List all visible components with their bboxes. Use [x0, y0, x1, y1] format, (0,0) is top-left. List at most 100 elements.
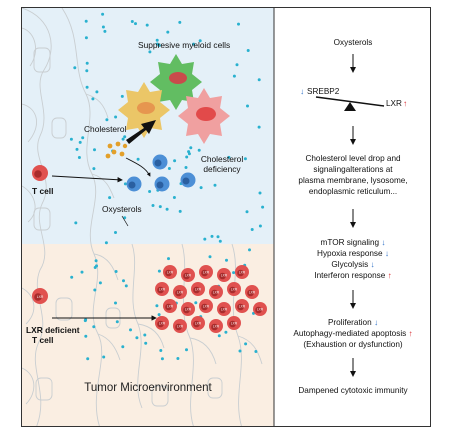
oxysterol-dot	[136, 157, 140, 161]
lxr-deficient-cell: LXR	[253, 302, 267, 316]
oxysterol-dot	[98, 281, 102, 285]
oxysterol-dot	[103, 29, 107, 33]
lxr-deficient-cell: LXR	[217, 302, 231, 316]
oxysterol-dot	[210, 234, 214, 238]
oxysterol-dot	[166, 30, 170, 34]
cholesterol-uptake-arrow	[126, 120, 156, 144]
cholesterol-line-2: signalingalterations at	[313, 165, 393, 174]
oxysterol-dot	[84, 334, 88, 338]
oxysterol-dot	[123, 182, 127, 186]
oxysterol-dot	[258, 224, 262, 228]
signal-hypoxia: Hypoxia response ↓	[317, 249, 389, 258]
signaling-changes: mTOR signaling ↓ Hypoxia response ↓ Glyc…	[314, 238, 391, 280]
cholesterol-drop-text: Cholesterol level drop and signalingalte…	[298, 154, 407, 196]
oxysterol-dot	[91, 97, 95, 101]
myeloid-label: Suppresive myeloid cells	[138, 40, 230, 50]
oxysterol-dot	[208, 255, 212, 259]
deficient-t-cells	[126, 154, 196, 192]
lxr-cell-mark: LXR	[185, 273, 192, 277]
oxysterol-dot	[192, 42, 196, 46]
lxr-cell-mark: LXR	[213, 324, 220, 328]
lxr-deficient-cell: LXR	[173, 319, 187, 333]
oxysterol-dot	[203, 237, 207, 241]
signal-mtor: mTOR signaling ↓	[321, 238, 386, 247]
oxysterol-dot	[173, 159, 177, 163]
lxr-deficient-cell: LXR	[199, 265, 213, 279]
environment-label: Tumor Microenvironment	[84, 382, 212, 394]
cholesterol-droplets	[105, 141, 128, 159]
t-cell	[32, 165, 48, 181]
lxr-cell-mark: LXR	[231, 321, 238, 325]
oxysterol-dot	[83, 319, 87, 323]
lxr-cell-mark: LXR	[177, 324, 184, 328]
balance-fulcrum	[344, 102, 356, 111]
oxysterol-dot	[74, 221, 78, 225]
lxr-cell-mark: LXR	[167, 304, 174, 308]
oxysterol-dot	[84, 36, 88, 40]
diagram-canvas: LXR LXRLXRLXRLXRLXRLXRLXRLXRLXRLXRLXRLXR…	[22, 8, 413, 426]
oxysterol-dot	[178, 20, 182, 24]
oxysterol-dot	[115, 320, 119, 324]
lxr-cell-mark: LXR	[159, 321, 166, 325]
lxr-deficient-cell: LXR	[155, 282, 169, 296]
oxysterol-dot	[258, 191, 262, 195]
lxr-cell-mark: LXR	[239, 270, 246, 274]
oxysterol-dot	[114, 231, 117, 234]
oxysterol-dot	[224, 330, 228, 334]
oxysterol-dot	[123, 135, 127, 139]
oxysterol-dot	[194, 301, 198, 305]
oxysterol-dot	[155, 304, 159, 308]
oxysterol-dot	[80, 270, 84, 274]
oxysterol-dot	[135, 336, 139, 340]
oxysterol-dot	[238, 349, 242, 353]
oxysterol-dot	[86, 357, 90, 361]
signal-glycolysis: Glycolysis ↓	[331, 260, 374, 269]
lxr-cell-mark: LXR	[231, 287, 238, 291]
tissue-texture	[22, 8, 263, 426]
deficiency-label-1: Cholesterol	[201, 154, 244, 164]
oxysterol-dot	[157, 313, 161, 317]
cholesterol-line-3: plasma membrane, lysosome,	[298, 176, 407, 185]
pathway-panel: Oxysterols ↓ SREBP2 LXR ↑ Cholesterol le…	[293, 38, 412, 395]
lxr-cell-mark: LXR	[203, 270, 210, 274]
oxysterol-dot	[78, 140, 82, 144]
lxr-cell-mark: LXR	[159, 287, 166, 291]
oxysterol-dot	[172, 196, 176, 199]
oxysterol-dot	[81, 136, 85, 140]
oxysterol-dot	[104, 241, 108, 245]
oxysterol-dot	[101, 25, 105, 29]
oxysterol-dot	[197, 148, 201, 152]
lxr-cell-cluster: LXR LXR LXR LXR LXR LXR LXR LXR LXR LXR LXR LXR LXR L…	[155, 265, 267, 333]
lxr-deficient-cell: LXR	[191, 282, 205, 296]
lxr-deficient-cell: LXR	[209, 319, 223, 333]
oxysterol-dot	[167, 167, 171, 170]
oxysterol-dot	[250, 228, 254, 231]
tumor-panel: LXR LXRLXRLXRLXRLXRLXRLXRLXRLXRLXRLXRLXR…	[22, 8, 274, 426]
oxysterol-dot	[235, 63, 239, 67]
oxysterol-dot	[114, 270, 118, 273]
balance-beam	[315, 96, 385, 107]
oxysterol-dot	[189, 146, 193, 150]
oxysterol-dot	[185, 348, 188, 352]
proliferation-line: Proliferation ↓	[328, 318, 378, 327]
oxysterol-dot	[102, 355, 106, 359]
oxysterol-dot	[94, 259, 98, 263]
oxysterol-dot	[95, 264, 98, 268]
lxr-cell-mark: LXR	[185, 307, 192, 311]
t-cell-arrow	[51, 175, 123, 183]
oxysterol-dot	[227, 155, 231, 159]
oxysterol-dot	[85, 61, 89, 65]
oxysterol-dot	[160, 357, 164, 361]
oxysterol-dot	[187, 150, 191, 154]
lxr-deficient-t-cell: LXR	[32, 288, 48, 304]
lxr-cell-mark: LXR	[203, 304, 210, 308]
deficiency-label-2: deficiency	[203, 164, 241, 174]
t-cell-label: T cell	[32, 186, 53, 196]
oxysterol-dot	[101, 12, 105, 16]
oxysterol-dot	[69, 137, 73, 141]
lower-region	[22, 244, 274, 426]
oxysterol-dot	[257, 125, 261, 129]
oxysterol-dot	[254, 350, 258, 353]
oxysterol-dot	[121, 345, 125, 349]
lxr-deficient-cell: LXR	[209, 285, 223, 299]
